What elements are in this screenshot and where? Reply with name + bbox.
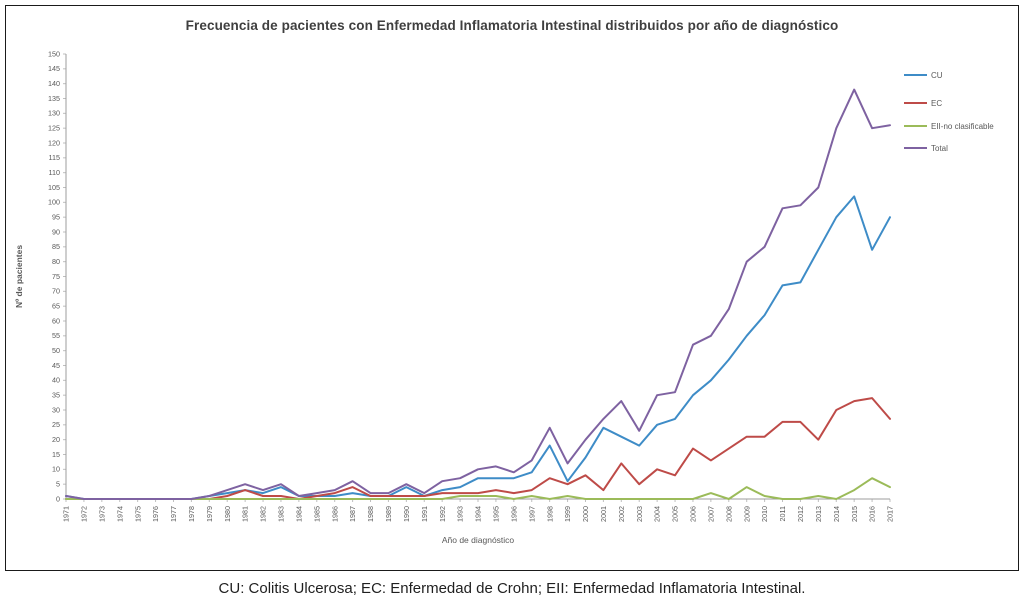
y-tick-label: 125 xyxy=(48,124,60,133)
x-tick-label: 2000 xyxy=(581,506,590,522)
y-tick-label: 140 xyxy=(48,79,60,88)
x-tick-label: 1988 xyxy=(366,506,375,522)
legend-label-Total: Total xyxy=(931,144,948,153)
x-tick-label: 1997 xyxy=(527,506,536,522)
x-tick-label: 2003 xyxy=(635,506,644,522)
x-tick-label: 1973 xyxy=(97,506,106,522)
y-tick-label: 85 xyxy=(52,242,60,251)
x-tick-label: 2016 xyxy=(868,506,877,522)
y-tick-label: 35 xyxy=(52,391,60,400)
x-tick-label: 1987 xyxy=(348,506,357,522)
x-tick-label: 1999 xyxy=(563,506,572,522)
x-tick-label: 1978 xyxy=(187,506,196,522)
x-tick-label: 1981 xyxy=(241,506,250,522)
x-tick-label: 1990 xyxy=(402,506,411,522)
y-tick-label: 40 xyxy=(52,376,60,385)
y-tick-label: 145 xyxy=(48,64,60,73)
abbreviation-caption: CU: Colitis Ulcerosa; EC: Enfermedad de … xyxy=(218,580,806,597)
y-tick-label: 130 xyxy=(48,109,60,118)
y-tick-label: 5 xyxy=(56,480,60,489)
x-tick-label: 1979 xyxy=(205,506,214,522)
legend-label-CU: CU xyxy=(931,71,943,80)
y-tick-label: 90 xyxy=(52,227,60,236)
x-tick-label: 1982 xyxy=(259,506,268,522)
y-tick-label: 100 xyxy=(48,198,60,207)
x-tick-label: 1995 xyxy=(492,506,501,522)
legend-label-EII-no clasificable: EII-no clasificable xyxy=(931,122,994,131)
x-tick-label: 1983 xyxy=(277,506,286,522)
y-tick-label: 120 xyxy=(48,138,60,147)
x-tick-label: 1993 xyxy=(456,506,465,522)
chart-frame: Frecuencia de pacientes con Enfermedad I… xyxy=(5,5,1019,571)
series-line-Total xyxy=(65,88,891,500)
y-axis-title: Nº de pacientes xyxy=(14,245,24,308)
x-tick-label: 1976 xyxy=(151,506,160,522)
y-tick-label: 20 xyxy=(52,435,60,444)
x-tick-label: 1989 xyxy=(384,506,393,522)
x-tick-label: 2015 xyxy=(850,506,859,522)
x-tick-label: 1984 xyxy=(294,506,303,522)
y-tick-label: 60 xyxy=(52,316,60,325)
y-tick-label: 110 xyxy=(49,168,60,177)
y-tick-label: 10 xyxy=(52,465,60,474)
x-tick-label: 2008 xyxy=(724,506,733,522)
x-tick-label: 1996 xyxy=(509,506,518,522)
x-tick-label: 1977 xyxy=(169,506,178,522)
x-tick-label: 1998 xyxy=(545,506,554,522)
series-line-EC xyxy=(65,397,891,500)
x-tick-label: 2017 xyxy=(886,506,895,522)
chart-area: 0 5 10 15 20 25 30 35 40 45 50 55 60 65 70 75 80 85 90 95 10… xyxy=(6,37,1018,552)
chart-title: Frecuencia de pacientes con Enfermedad I… xyxy=(185,18,839,33)
y-tick-label: 55 xyxy=(52,331,60,340)
x-tick-label: 2014 xyxy=(832,506,841,522)
y-tick-label: 0 xyxy=(56,494,60,503)
x-tick-label: 2006 xyxy=(689,506,698,522)
y-tick-label: 105 xyxy=(48,183,60,192)
x-tick-label: 1991 xyxy=(420,506,429,522)
x-tick-label: 1974 xyxy=(115,506,124,522)
y-tick-label: 115 xyxy=(49,153,60,162)
x-tick-label: 1980 xyxy=(223,506,232,522)
y-tick-label: 150 xyxy=(48,49,60,58)
x-tick-label: 2010 xyxy=(760,506,769,522)
y-tick-label: 75 xyxy=(52,272,60,281)
x-tick-label: 1972 xyxy=(80,506,89,522)
x-tick-label: 2009 xyxy=(742,506,751,522)
x-tick-label: 1971 xyxy=(62,506,71,522)
x-tick-label: 1994 xyxy=(474,506,483,522)
y-tick-label: 70 xyxy=(52,287,60,296)
legend-label-EC: EC xyxy=(931,99,942,108)
x-tick-label: 2012 xyxy=(796,506,805,522)
series-line-EII-no clasificable xyxy=(65,477,891,500)
x-tick-label: 2004 xyxy=(653,506,662,522)
x-tick-label: 2001 xyxy=(599,506,608,522)
x-tick-label: 2011 xyxy=(778,506,787,521)
y-tick-label: 135 xyxy=(48,94,60,103)
x-tick-label: 2007 xyxy=(706,506,715,522)
x-tick-label: 2013 xyxy=(814,506,823,522)
y-tick-label: 95 xyxy=(52,213,60,222)
y-tick-label: 30 xyxy=(52,405,60,414)
x-tick-label: 1992 xyxy=(438,506,447,522)
x-tick-label: 1986 xyxy=(330,506,339,522)
x-tick-label: 1975 xyxy=(133,506,142,522)
y-tick-label: 80 xyxy=(52,257,60,266)
line-chart: 0 5 10 15 20 25 30 35 40 45 50 55 60 65 70 75 80 85 90 95 10… xyxy=(14,49,994,545)
x-tick-label: 2002 xyxy=(617,506,626,522)
y-tick-label: 15 xyxy=(52,450,60,459)
y-tick-label: 25 xyxy=(52,420,60,429)
y-tick-label: 50 xyxy=(52,346,60,355)
x-tick-label: 1985 xyxy=(312,506,321,522)
x-tick-label: 2005 xyxy=(671,506,680,522)
y-tick-label: 65 xyxy=(52,302,60,311)
y-tick-label: 45 xyxy=(52,361,60,370)
x-axis-title: Año de diagnóstico xyxy=(442,535,515,545)
